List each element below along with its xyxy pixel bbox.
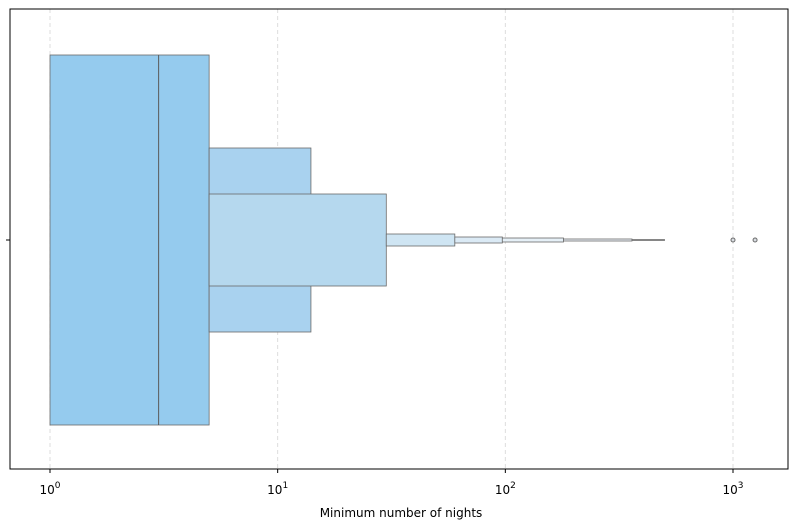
letter-value-box — [49, 54, 210, 426]
letter-value-box — [385, 233, 456, 247]
letter-value-boxes — [49, 54, 665, 426]
letter-value-box — [208, 193, 387, 287]
outlier-point — [752, 237, 758, 243]
outlier-points — [730, 237, 758, 243]
x-tick-label: 103 — [722, 481, 743, 497]
plot-frame — [9, 8, 789, 470]
letter-value-box — [501, 237, 564, 243]
x-axis-label: Minimum number of nights — [320, 506, 483, 520]
x-axis-ticks: 100 101 102 103 — [39, 469, 744, 497]
outlier-point — [730, 237, 736, 243]
letter-value-box — [563, 238, 633, 242]
x-tick-label: 101 — [267, 481, 288, 497]
x-tick-label: 100 — [39, 481, 60, 497]
letter-value-box — [454, 236, 503, 244]
letter-value-box — [631, 239, 665, 241]
x-tick-label: 102 — [495, 481, 516, 497]
